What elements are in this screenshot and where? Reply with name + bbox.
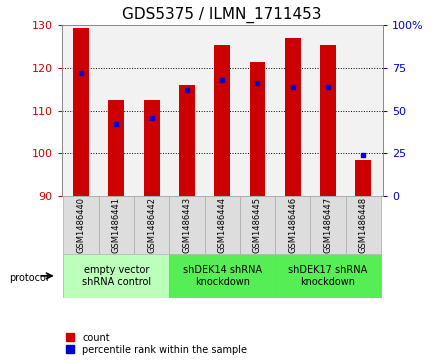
Bar	[275, 196, 311, 254]
Bar	[356, 160, 371, 196]
Text: shDEK14 shRNA
knockdown: shDEK14 shRNA knockdown	[183, 265, 262, 287]
Bar	[249, 62, 265, 196]
Bar	[205, 196, 240, 254]
Text: GSM1486445: GSM1486445	[253, 197, 262, 253]
Bar	[214, 45, 230, 196]
Bar	[275, 254, 381, 298]
Bar	[169, 254, 275, 298]
Bar	[108, 100, 124, 196]
Text: GSM1486446: GSM1486446	[288, 197, 297, 253]
Bar	[73, 28, 89, 196]
Title: GDS5375 / ILMN_1711453: GDS5375 / ILMN_1711453	[122, 7, 322, 23]
Text: GSM1486443: GSM1486443	[183, 197, 191, 253]
Bar	[63, 196, 99, 254]
Text: GSM1486448: GSM1486448	[359, 197, 368, 253]
Bar	[285, 38, 301, 196]
Text: empty vector
shRNA control: empty vector shRNA control	[82, 265, 151, 287]
Bar	[346, 196, 381, 254]
Text: GSM1486444: GSM1486444	[218, 197, 227, 253]
Text: GSM1486441: GSM1486441	[112, 197, 121, 253]
Bar	[99, 196, 134, 254]
Text: GSM1486442: GSM1486442	[147, 197, 156, 253]
Bar	[311, 196, 346, 254]
Bar	[63, 254, 169, 298]
Text: GSM1486447: GSM1486447	[323, 197, 333, 253]
Bar	[169, 196, 205, 254]
Bar	[240, 196, 275, 254]
Bar	[134, 196, 169, 254]
Bar	[144, 100, 160, 196]
Bar	[320, 45, 336, 196]
Text: shDEK17 shRNA
knockdown: shDEK17 shRNA knockdown	[289, 265, 368, 287]
Legend: count, percentile rank within the sample: count, percentile rank within the sample	[66, 333, 247, 355]
Text: protocol: protocol	[9, 273, 48, 283]
Bar	[179, 85, 195, 196]
Text: GSM1486440: GSM1486440	[77, 197, 85, 253]
